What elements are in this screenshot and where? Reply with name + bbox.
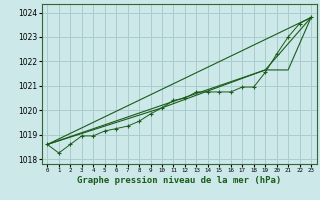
X-axis label: Graphe pression niveau de la mer (hPa): Graphe pression niveau de la mer (hPa) [77, 176, 281, 185]
